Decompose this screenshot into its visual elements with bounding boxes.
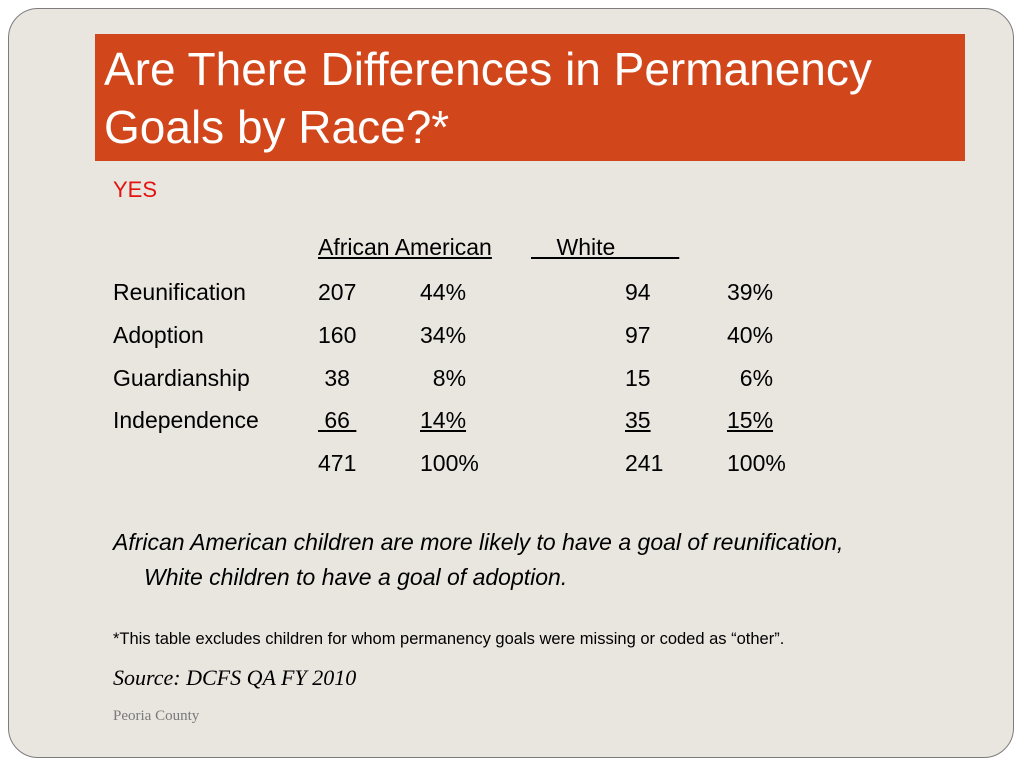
row-label-adoption: Adoption [113,322,204,348]
cell-aa-percent: 34% [420,322,467,348]
cell-aa-count: 66 [318,407,357,433]
cell-white-count: 15 [625,365,651,391]
source-citation: Source: DCFS QA FY 2010 [113,665,357,690]
cell-white-count: 97 [625,322,651,348]
cell-aa-count: 160 [318,322,357,348]
cell-aa-percent: 44% [420,279,467,305]
row-label-guardianship: Guardianship [113,365,250,391]
total-white-percent: 100% [727,450,786,476]
cell-aa-count: 38 [318,365,350,391]
header-african-american: African American [318,234,492,260]
cell-aa-percent: 14% [420,407,467,433]
slide-title: Are There Differences in Permanency Goal… [104,43,872,153]
cell-white-percent: 15% [727,407,774,433]
total-aa-percent: 100% [420,450,479,476]
cell-white-percent: 6% [727,365,774,391]
title-bar [95,34,965,161]
answer-subtitle: YES [113,177,158,202]
cell-white-percent: 40% [727,322,774,348]
total-aa-count: 471 [318,450,357,476]
cell-white-count: 94 [625,279,651,305]
cell-aa-count: 207 [318,279,357,305]
cell-white-count: 35 [625,407,651,433]
cell-white-percent: 39% [727,279,774,305]
cell-aa-percent: 8% [420,365,467,391]
total-white-count: 241 [625,450,664,476]
conclusion-text: African American children are more likel… [113,529,844,590]
organization-footer: Peoria County [113,708,200,724]
footnote: *This table excludes children for whom p… [113,630,785,648]
row-label-independence: Independence [113,407,259,433]
header-white: White [531,234,680,260]
row-label-reunification: Reunification [113,279,246,305]
